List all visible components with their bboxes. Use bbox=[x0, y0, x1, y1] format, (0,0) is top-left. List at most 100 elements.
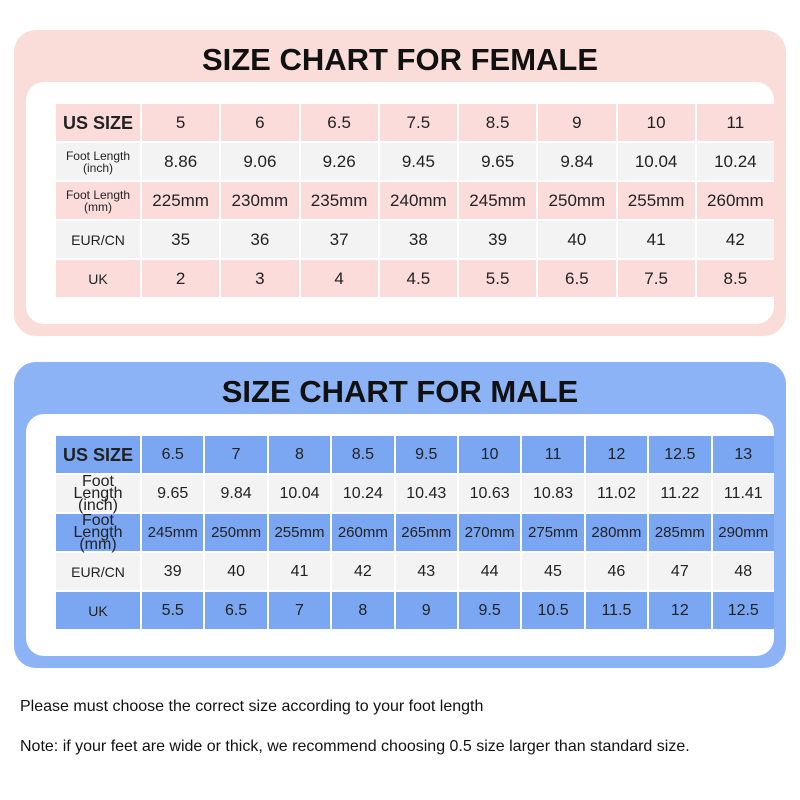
size-cell: 265mm bbox=[395, 514, 457, 551]
row-header: EUR/CN bbox=[56, 553, 140, 590]
eur-cn-row: EUR/CN 39 40 41 42 43 44 45 46 47 48 bbox=[56, 553, 774, 590]
size-cell: 9.45 bbox=[379, 143, 457, 180]
size-cell: 5 bbox=[142, 104, 220, 141]
size-cell: 41 bbox=[268, 553, 331, 590]
female-size-table: US SIZE 5 6 6.5 7.5 8.5 9 10 11 Foot Length (inch)… bbox=[54, 102, 776, 299]
size-cell: 280mm bbox=[585, 514, 648, 551]
foot-length-mm-row: Foot Length (mm) 245mm 250mm 255mm 260mm 265mm… bbox=[56, 511, 774, 553]
size-cell: 290mm bbox=[712, 514, 774, 551]
size-cell: 45 bbox=[522, 553, 584, 590]
row-header-line: (mm) bbox=[84, 199, 112, 214]
size-cell: 7.5 bbox=[379, 104, 457, 141]
size-cell: 10 bbox=[617, 104, 695, 141]
foot-length-inch-row: Foot Length (inch) 9.65 9.84 10.04 10.24 10.43… bbox=[56, 472, 774, 514]
male-chart-title: SIZE CHART FOR MALE bbox=[221, 374, 579, 409]
size-cell: 35 bbox=[142, 221, 220, 258]
size-cell: 11 bbox=[522, 436, 584, 473]
row-header: Foot Length (mm) bbox=[56, 511, 140, 553]
size-cell: 8 bbox=[268, 436, 331, 473]
size-cell: 42 bbox=[332, 553, 394, 590]
size-cell: 38 bbox=[379, 221, 457, 258]
size-cell: 10.83 bbox=[522, 475, 584, 512]
foot-length-inch-row: Foot Length (inch) 8.86 9.06 9.26 9.45 9.65 9.8… bbox=[56, 143, 774, 180]
row-header: UK bbox=[56, 260, 140, 297]
row-header: Foot Length (inch) bbox=[56, 143, 140, 180]
size-cell: 9.65 bbox=[142, 475, 204, 512]
size-cell: 11.5 bbox=[585, 592, 648, 629]
male-table-card: US SIZE 6.5 7 8 8.5 9.5 10 11 12 12.5 13 Foot Lengt… bbox=[26, 414, 774, 656]
row-header-line: Foot Length bbox=[65, 148, 131, 163]
size-cell: 4.5 bbox=[379, 260, 457, 297]
size-cell: 11.02 bbox=[585, 475, 648, 512]
us-size-row: US SIZE 5 6 6.5 7.5 8.5 9 10 11 bbox=[56, 104, 774, 141]
size-cell: 46 bbox=[585, 553, 648, 590]
size-cell: 10.04 bbox=[268, 475, 331, 512]
size-cell: 250mm bbox=[538, 182, 616, 219]
size-cell: 37 bbox=[300, 221, 378, 258]
us-size-row: US SIZE 6.5 7 8 8.5 9.5 10 11 12 12.5 13 bbox=[56, 436, 774, 473]
size-cell: 8.5 bbox=[696, 260, 774, 297]
size-cell: 7 bbox=[268, 592, 331, 629]
wide-feet-note: Note: if your feet are wide or thick, we… bbox=[20, 738, 690, 755]
row-header: US SIZE bbox=[56, 436, 140, 473]
size-cell: 11.22 bbox=[649, 475, 711, 512]
size-cell: 36 bbox=[221, 221, 299, 258]
row-header-line: (inch) bbox=[82, 160, 113, 175]
size-cell: 250mm bbox=[205, 514, 267, 551]
size-cell: 42 bbox=[696, 221, 774, 258]
size-cell: 245mm bbox=[142, 514, 204, 551]
size-cell: 41 bbox=[617, 221, 695, 258]
size-cell: 9.84 bbox=[205, 475, 267, 512]
size-cell: 8.5 bbox=[459, 104, 537, 141]
size-cell: 275mm bbox=[522, 514, 584, 551]
size-cell: 9.65 bbox=[459, 143, 537, 180]
size-cell: 260mm bbox=[332, 514, 394, 551]
size-cell: 39 bbox=[459, 221, 537, 258]
size-cell: 13 bbox=[712, 436, 774, 473]
size-cell: 9.84 bbox=[538, 143, 616, 180]
size-cell: 225mm bbox=[142, 182, 220, 219]
size-cell: 8.5 bbox=[332, 436, 394, 473]
size-cell: 10 bbox=[458, 436, 521, 473]
size-cell: 48 bbox=[712, 553, 774, 590]
row-header-line: (inch) bbox=[77, 496, 118, 514]
size-cell: 255mm bbox=[268, 514, 331, 551]
size-cell: 11 bbox=[696, 104, 774, 141]
size-cell: 40 bbox=[205, 553, 267, 590]
female-chart-title: SIZE CHART FOR FEMALE bbox=[201, 42, 599, 77]
size-cell: 11.41 bbox=[712, 475, 774, 512]
size-cell: 7.5 bbox=[617, 260, 695, 297]
female-size-chart-panel: SIZE CHART FOR FEMALE US SIZE 5 6 6.5 7.5 8.5… bbox=[14, 30, 786, 336]
male-size-table: US SIZE 6.5 7 8 8.5 9.5 10 11 12 12.5 13 Foot Lengt… bbox=[54, 434, 776, 631]
size-cell: 255mm bbox=[617, 182, 695, 219]
row-header: UK bbox=[56, 592, 140, 629]
size-cell: 9 bbox=[538, 104, 616, 141]
size-cell: 9.06 bbox=[221, 143, 299, 180]
row-header-line: (mm) bbox=[79, 535, 117, 553]
row-header: US SIZE bbox=[56, 104, 140, 141]
eur-cn-row: EUR/CN 35 36 37 38 39 40 41 42 bbox=[56, 221, 774, 258]
row-header-line: Foot Length bbox=[73, 472, 123, 502]
size-cell: 285mm bbox=[649, 514, 711, 551]
size-cell: 8 bbox=[332, 592, 394, 629]
row-header-line: Foot Length bbox=[73, 511, 123, 541]
size-cell: 10.5 bbox=[522, 592, 584, 629]
uk-row: UK 5.5 6.5 7 8 9 9.5 10.5 11.5 12 12.5 bbox=[56, 592, 774, 629]
size-cell: 260mm bbox=[696, 182, 774, 219]
row-header-line: Foot Length bbox=[65, 187, 131, 202]
size-cell: 10.24 bbox=[696, 143, 774, 180]
size-cell: 5.5 bbox=[142, 592, 204, 629]
row-header: EUR/CN bbox=[56, 221, 140, 258]
male-size-chart-panel: SIZE CHART FOR MALE US SIZE 6.5 7 8 8.5 9.5 10… bbox=[14, 362, 786, 668]
size-cell: 40 bbox=[538, 221, 616, 258]
size-cell: 44 bbox=[458, 553, 521, 590]
size-cell: 6.5 bbox=[142, 436, 204, 473]
size-cell: 8.86 bbox=[142, 143, 220, 180]
size-cell: 6 bbox=[221, 104, 299, 141]
size-cell: 10.24 bbox=[332, 475, 394, 512]
size-cell: 2 bbox=[142, 260, 220, 297]
size-cell: 235mm bbox=[300, 182, 378, 219]
size-cell: 270mm bbox=[458, 514, 521, 551]
size-cell: 4 bbox=[300, 260, 378, 297]
size-cell: 6.5 bbox=[205, 592, 267, 629]
